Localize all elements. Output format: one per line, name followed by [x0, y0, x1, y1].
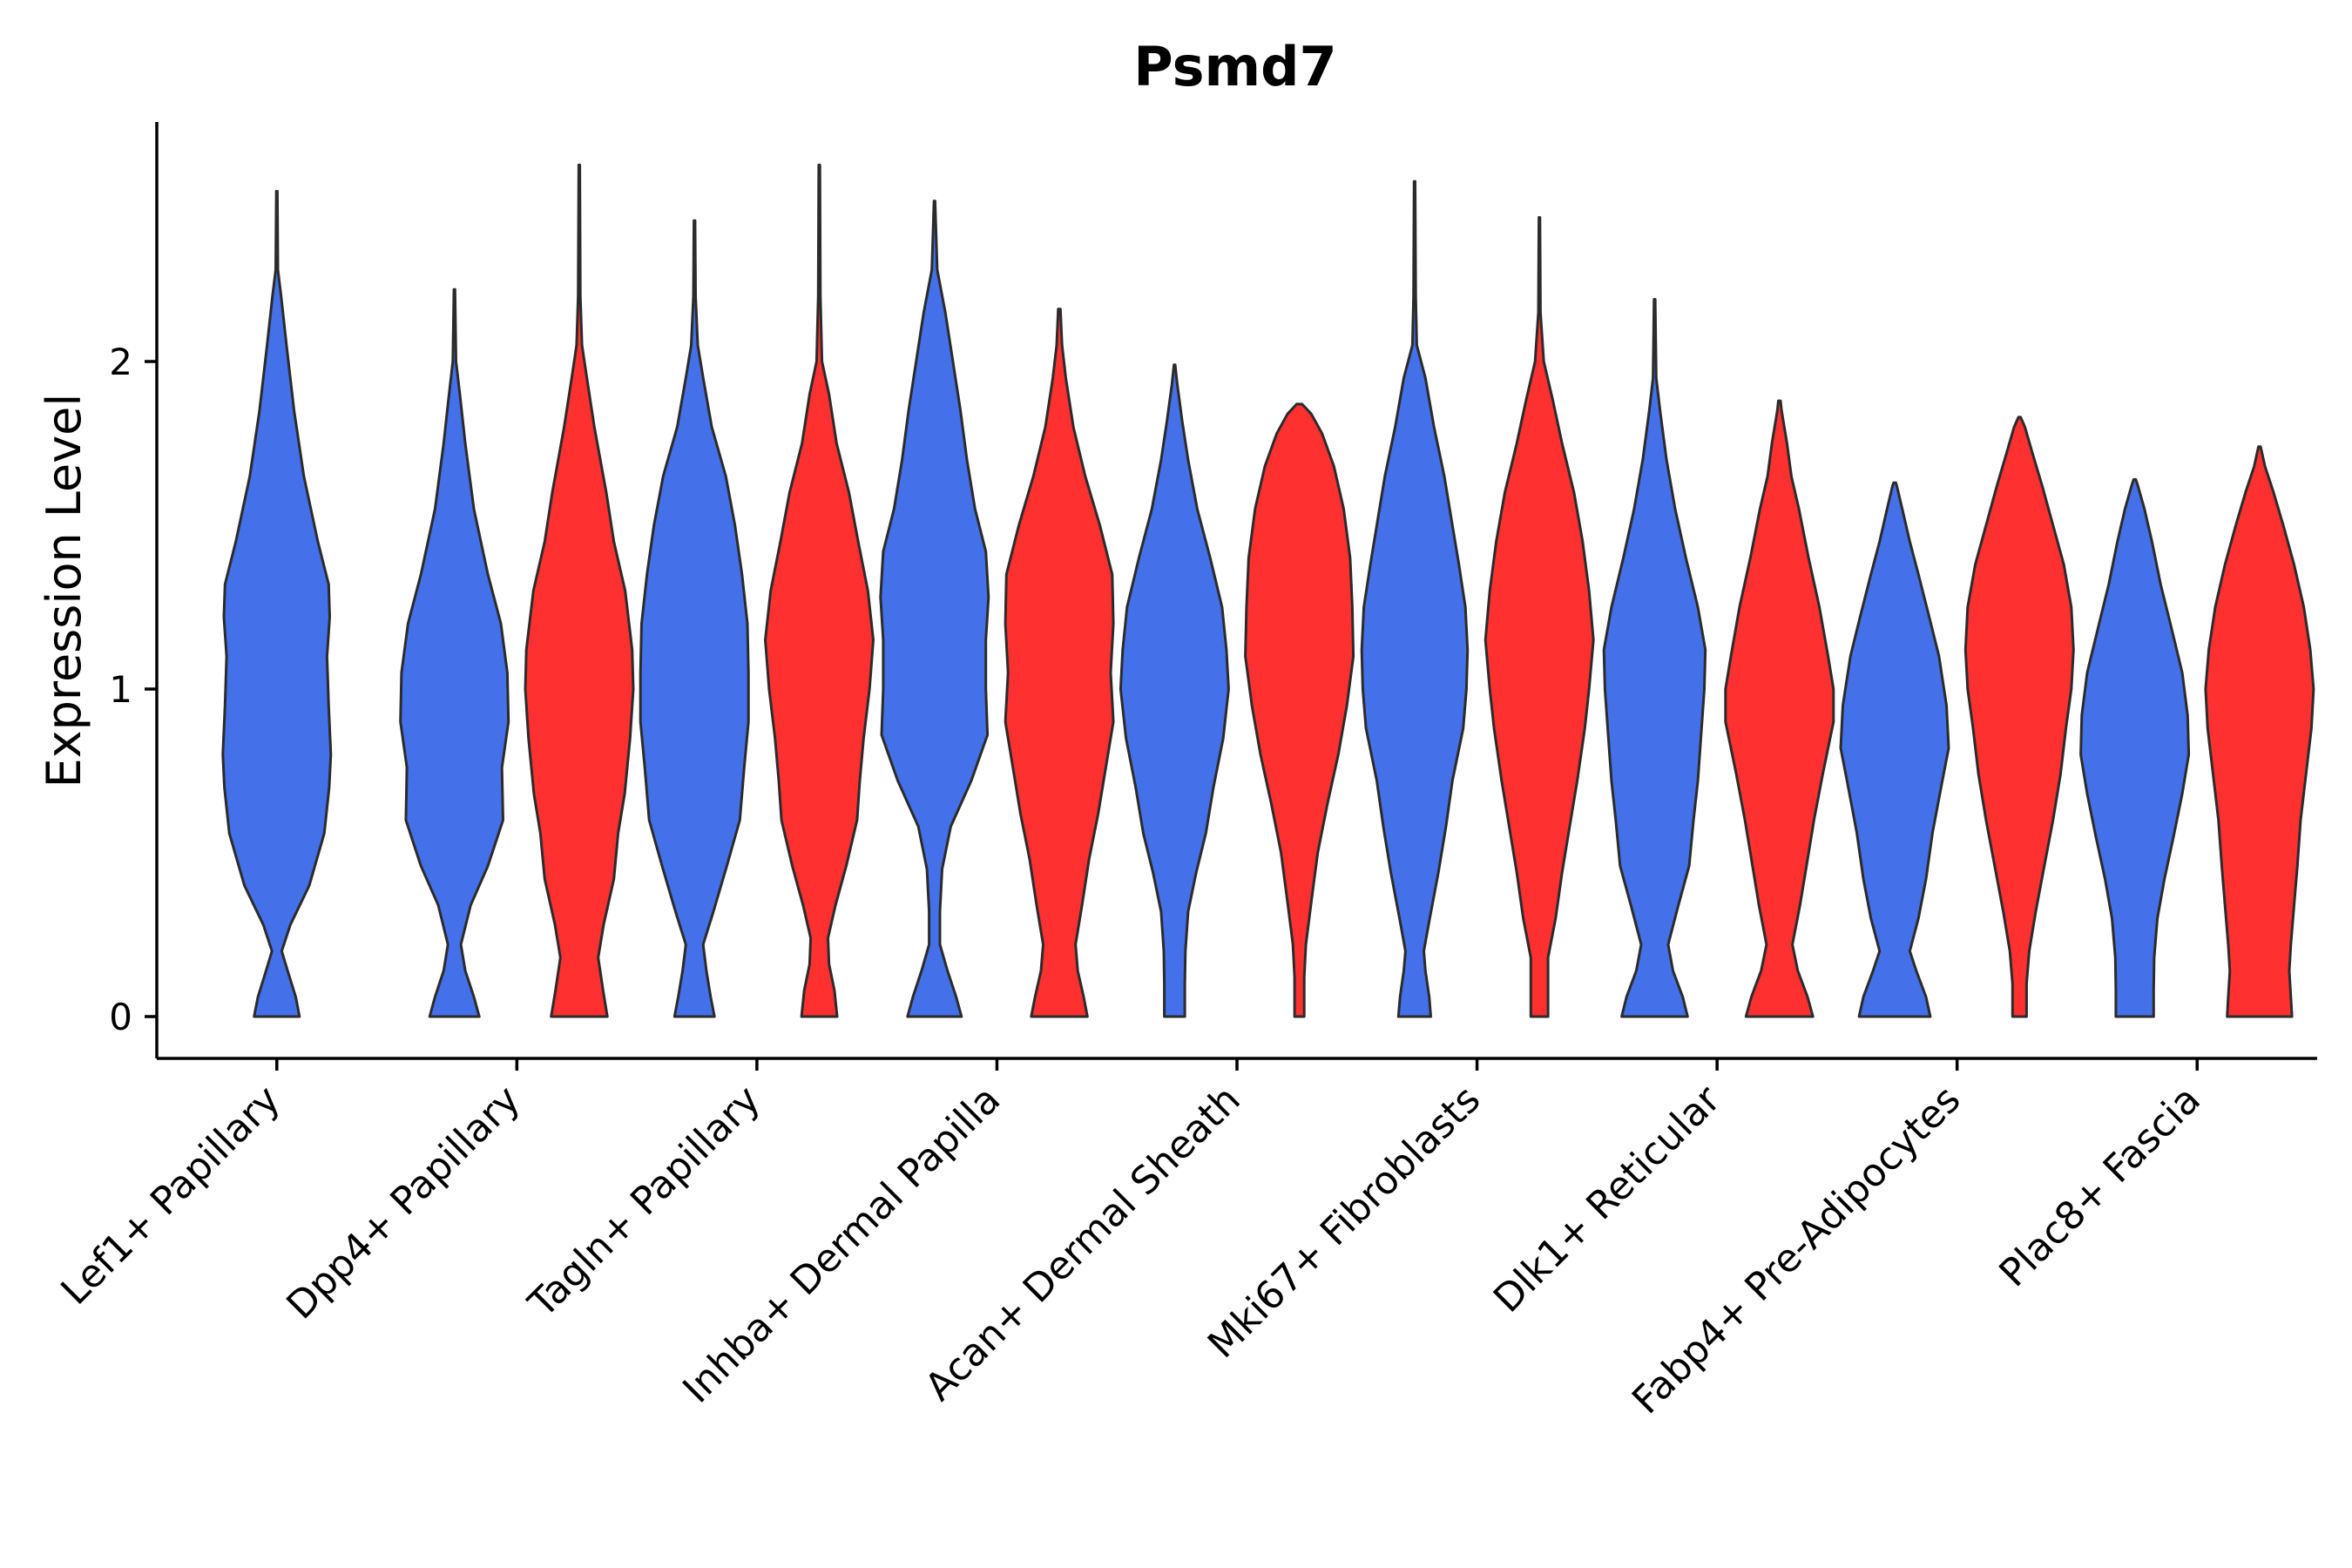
- x-tick-label: Plac8+ Fascia: [1990, 1078, 2209, 1296]
- violin-blue-5: [1119, 363, 1230, 1018]
- y-axis-label: Expression Level: [37, 394, 91, 788]
- x-tick-label: Tagln+ Papillary: [520, 1078, 769, 1327]
- violin-blue-1: [221, 190, 333, 1018]
- violin-blue-8: [1839, 481, 1950, 1018]
- x-tick-label: Dlk1+ Reticular: [1485, 1077, 1730, 1321]
- violin-red-3: [764, 163, 875, 1018]
- violin-blue-7: [1602, 298, 1707, 1018]
- y-tick-label: 1: [109, 668, 132, 711]
- violin-blue-3: [639, 219, 750, 1018]
- violin-blue-9: [2079, 477, 2191, 1018]
- x-tick-label: Dpp4+ Papillary: [278, 1078, 529, 1328]
- violin-blue-4: [879, 199, 990, 1018]
- violin-red-6: [1484, 216, 1595, 1018]
- chart-title: Psmd7: [1133, 35, 1336, 98]
- y-tick-label: 0: [109, 996, 132, 1038]
- violin-red-9: [2204, 445, 2315, 1018]
- violin-red-5: [1244, 402, 1355, 1018]
- violin-blue-2: [399, 287, 510, 1018]
- violin-red-4: [1004, 308, 1115, 1018]
- violin-red-8: [1963, 416, 2075, 1018]
- y-tick-label: 2: [109, 341, 132, 383]
- violin-red-7: [1724, 399, 1835, 1018]
- violins-layer: [221, 163, 2315, 1018]
- x-tick-label: Lef1+ Papillary: [52, 1078, 288, 1314]
- violin-red-2: [524, 163, 635, 1018]
- x-tick-label: Mki67+ Fibroblasts: [1200, 1078, 1489, 1367]
- violin-blue-6: [1360, 179, 1470, 1018]
